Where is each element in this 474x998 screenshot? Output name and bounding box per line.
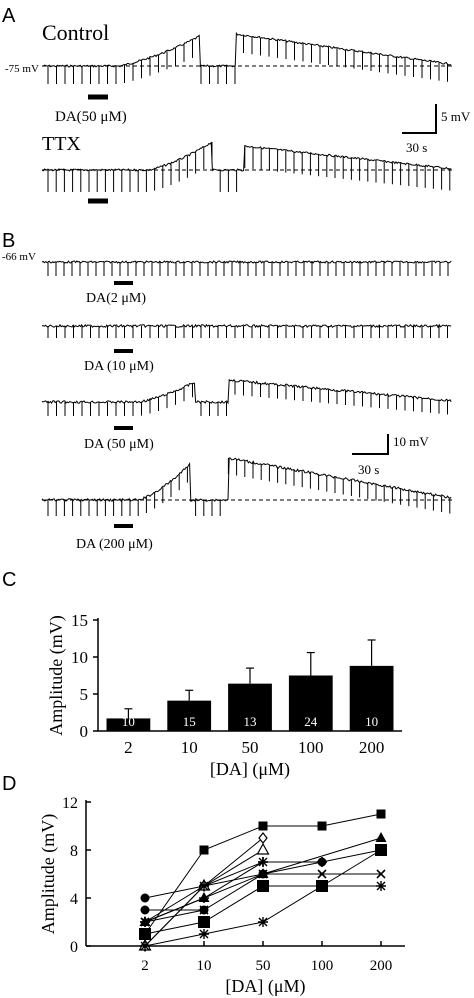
d-marker-square-big bbox=[198, 916, 210, 928]
d-marker-star bbox=[140, 917, 150, 927]
scale-bar-a-mv: 5 mV bbox=[441, 109, 471, 124]
d-x-tick-label: 100 bbox=[311, 958, 334, 974]
c-y-tick-label: 0 bbox=[80, 722, 89, 741]
d-y-tick-label: 4 bbox=[70, 891, 78, 908]
c-n-label: 10 bbox=[365, 714, 378, 729]
d-x-tick-label: 50 bbox=[256, 958, 271, 974]
panel-b-baseline-label: -66 mV bbox=[2, 251, 36, 263]
panel-b: B -66 mV DA(2 μM) DA (10 μM) DA (50 μM) … bbox=[2, 230, 452, 552]
scale-bar-b-mv: 10 mV bbox=[393, 434, 429, 449]
d-x-axis-label: [DA] (μM) bbox=[225, 976, 305, 997]
trace-da-10 bbox=[41, 323, 452, 338]
d-marker-square bbox=[376, 809, 386, 819]
d-marker-star bbox=[258, 857, 268, 867]
d-marker-star bbox=[140, 941, 150, 951]
d-series-line bbox=[144, 885, 381, 947]
control-drug-label: DA(50 μM) bbox=[55, 109, 127, 125]
d-x-tick-label: 200 bbox=[370, 958, 393, 974]
drug-label-2: DA(2 μM) bbox=[86, 291, 146, 306]
c-x-tick-label: 2 bbox=[124, 738, 133, 757]
d-marker-cross bbox=[317, 857, 327, 867]
d-marker-x bbox=[317, 869, 327, 879]
d-marker-x bbox=[258, 869, 268, 879]
control-trace bbox=[41, 31, 452, 84]
panel-c-label: C bbox=[2, 569, 16, 591]
d-marker-x bbox=[376, 869, 386, 879]
c-n-label: 13 bbox=[244, 714, 257, 729]
d-y-tick-label: 0 bbox=[70, 939, 78, 956]
c-x-tick-label: 50 bbox=[242, 738, 259, 757]
c-bar bbox=[106, 718, 151, 731]
d-y-tick-label: 12 bbox=[62, 795, 78, 812]
c-y-tick-label: 10 bbox=[71, 648, 88, 667]
d-x-tick-label: 2 bbox=[141, 958, 149, 974]
scale-bar-b bbox=[352, 434, 389, 455]
d-series-8 bbox=[140, 857, 268, 927]
line-chart: 0 4 8 12 2 10 50 100 200 [DA] (μM) Amplitude (mV) bbox=[38, 795, 405, 997]
d-marker-square-big bbox=[375, 844, 387, 856]
c-n-label: 15 bbox=[183, 714, 196, 729]
d-marker-square bbox=[199, 845, 209, 855]
c-bar bbox=[349, 665, 394, 731]
panel-a-baseline-label: -75 mV bbox=[5, 63, 39, 75]
c-x-tick-label: 200 bbox=[359, 738, 385, 757]
panel-a-label: A bbox=[2, 5, 16, 27]
panel-c: C 0 5 10 15 10 2 15 10 13 50 24 100 10 200 [DA] (μM) Am… bbox=[2, 569, 402, 780]
drug-label-50: DA (50 μM) bbox=[84, 437, 154, 452]
d-marker-star bbox=[376, 881, 386, 891]
drug-label-200: DA (200 μM) bbox=[76, 537, 153, 552]
c-bar bbox=[167, 700, 212, 731]
d-marker-cross bbox=[199, 893, 209, 903]
c-y-tick-label: 5 bbox=[80, 685, 89, 704]
ttx-trace-label: TTX bbox=[42, 133, 81, 155]
panel-d-label: D bbox=[2, 773, 16, 795]
d-marker-square bbox=[317, 821, 327, 831]
d-x-tick-label: 10 bbox=[197, 958, 212, 974]
c-x-axis-label: [DA] (μM) bbox=[210, 759, 290, 780]
d-y-tick-label: 8 bbox=[70, 843, 78, 860]
d-marker-triangle bbox=[375, 832, 387, 842]
d-y-axis-label: Amplitude (mV) bbox=[38, 814, 59, 934]
ttx-trace bbox=[41, 141, 452, 192]
d-marker-circle bbox=[140, 893, 150, 903]
d-marker-triangle-open bbox=[256, 842, 270, 855]
c-n-label: 24 bbox=[304, 714, 318, 729]
d-marker-square-big bbox=[257, 880, 269, 892]
bar-chart: 0 5 10 15 10 2 15 10 13 50 24 100 10 200 [DA] (μM) Ampl… bbox=[46, 611, 402, 780]
c-bar bbox=[228, 683, 272, 731]
panel-a: A Control -75 mV DA(50 μM) 5 mV 30 s TTX bbox=[2, 5, 471, 204]
d-marker-circle bbox=[140, 905, 150, 915]
scale-bar-a-time: 30 s bbox=[406, 140, 427, 155]
scale-bar-a bbox=[402, 104, 437, 134]
c-bar bbox=[288, 675, 333, 731]
d-marker-star bbox=[258, 917, 268, 927]
d-marker-square bbox=[258, 821, 268, 831]
panel-b-label: B bbox=[2, 230, 15, 252]
d-marker-star bbox=[199, 881, 209, 891]
d-marker-diamond-open bbox=[258, 832, 268, 844]
scale-bar-b-time: 30 s bbox=[358, 462, 379, 477]
d-marker-star bbox=[199, 929, 209, 939]
d-marker-square-big bbox=[316, 880, 328, 892]
control-trace-label: Control bbox=[42, 20, 109, 45]
panel-d: D 0 4 8 12 2 10 50 100 200 [DA] (μM) Amplitude (mV… bbox=[2, 773, 405, 997]
c-y-tick-label: 15 bbox=[71, 611, 88, 630]
d-series-9 bbox=[140, 881, 386, 951]
c-y-axis-label: Amplitude (mV) bbox=[46, 615, 67, 735]
c-x-tick-label: 100 bbox=[298, 738, 324, 757]
trace-da-200 bbox=[41, 457, 452, 516]
trace-da-2 bbox=[41, 260, 452, 276]
c-x-tick-label: 10 bbox=[181, 738, 198, 757]
d-series-10 bbox=[139, 844, 387, 940]
d-marker-x bbox=[199, 905, 209, 915]
trace-da-50 bbox=[41, 378, 452, 416]
drug-label-10: DA (10 μM) bbox=[84, 359, 154, 374]
d-marker-square-big bbox=[139, 928, 151, 940]
c-n-label: 10 bbox=[122, 714, 135, 729]
